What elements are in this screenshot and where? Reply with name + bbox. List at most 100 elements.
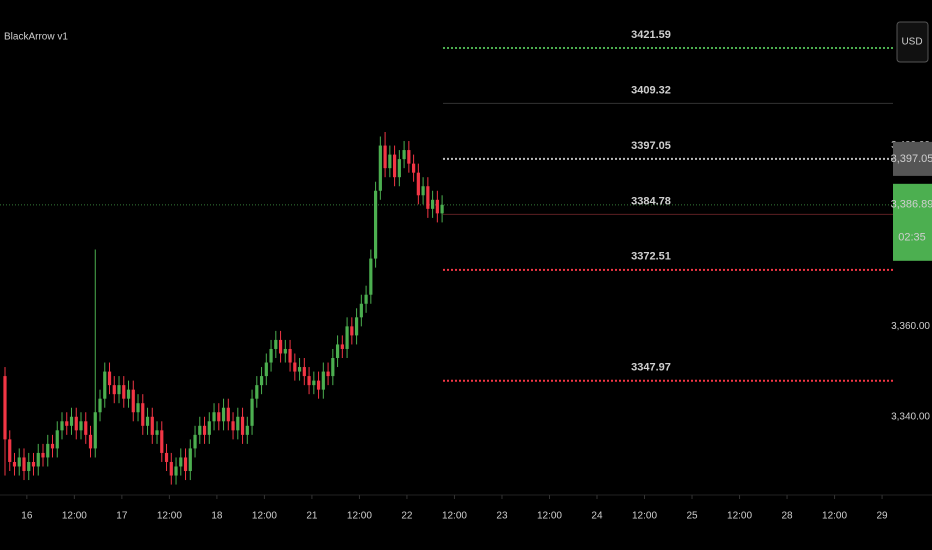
x-tick-label: 22 [401, 511, 413, 522]
candle-body [27, 461, 31, 472]
x-tick-label: 18 [211, 511, 223, 522]
candle-body [440, 204, 444, 214]
candle-body [169, 461, 173, 476]
candle-body [46, 443, 50, 458]
candle-body [259, 376, 264, 386]
candle-body [331, 358, 335, 377]
candle-body [397, 159, 401, 178]
candle-body [312, 380, 316, 386]
x-tick-label: 29 [877, 511, 889, 522]
candle-body [416, 172, 420, 196]
candle-body [202, 425, 207, 435]
level-label: 3409.32 [631, 84, 671, 96]
last-price-tag [893, 183, 932, 261]
x-tick-label: 16 [21, 511, 33, 522]
candle-body [79, 421, 83, 431]
candle-body [103, 371, 107, 399]
x-tick-label: 12:00 [252, 511, 277, 522]
candle-body [421, 186, 425, 196]
candle-body [302, 367, 306, 377]
candle-body [164, 452, 169, 462]
candle-body [3, 376, 7, 440]
chart-title: BlackArrow v1 [4, 32, 68, 43]
candle-body [198, 425, 202, 435]
candle-body [264, 362, 268, 377]
candle-body [217, 412, 221, 422]
candle-body [98, 398, 102, 413]
candle-body [350, 326, 354, 336]
candle-body [354, 317, 359, 336]
candle-body [141, 403, 145, 426]
candle-body [250, 398, 254, 426]
x-tick-label: 12:00 [347, 511, 372, 522]
candle-body [22, 457, 26, 472]
candle-body [221, 407, 226, 422]
candle-body [274, 339, 278, 349]
candle-body [174, 466, 178, 476]
candle-body [36, 452, 40, 467]
candle-body [283, 348, 287, 354]
x-tick-label: 12:00 [157, 511, 182, 522]
candle-body [307, 376, 311, 386]
candle-body [41, 452, 45, 458]
candle-body [107, 371, 112, 386]
candle-body [245, 425, 249, 435]
y-tick-label: 3,360.00 [891, 321, 930, 332]
candle-body [231, 421, 235, 431]
candle-body [122, 385, 126, 399]
candle-body [236, 416, 240, 431]
candle-body [8, 439, 12, 462]
candle-body [269, 348, 273, 363]
candle-body [383, 145, 387, 169]
candle-body [435, 199, 439, 214]
level-label: 3397.05 [631, 140, 671, 152]
candle-body [60, 421, 64, 431]
candle-body [160, 430, 164, 453]
candle-body [402, 150, 406, 160]
x-tick-label: 24 [591, 511, 603, 522]
price-tag-label: 3,397.05 [891, 153, 932, 165]
candle-body [293, 362, 297, 372]
candle-body [359, 303, 363, 318]
candle-body [335, 344, 340, 359]
candle-body [179, 457, 183, 467]
candle-body [31, 461, 36, 467]
candle-body [150, 416, 154, 435]
last-price-label: 3,386.89 [891, 199, 932, 211]
candle-body [407, 150, 411, 164]
x-tick-label: 12:00 [62, 511, 87, 522]
candle-body [431, 199, 435, 209]
candle-body [226, 407, 230, 422]
candle-body [112, 385, 116, 395]
candle-body [207, 421, 211, 435]
candle-body [426, 186, 430, 209]
price-tag [893, 141, 932, 176]
candle-body [69, 416, 74, 426]
candle-body [240, 416, 245, 435]
candle-body [316, 380, 321, 390]
x-tick-label: 21 [306, 511, 318, 522]
candle-body [126, 389, 131, 399]
level-label: 3372.51 [631, 251, 671, 263]
level-label: 3347.97 [631, 362, 671, 374]
currency-box[interactable] [896, 21, 929, 63]
candle-body [373, 190, 378, 259]
x-tick-label: 12:00 [822, 511, 847, 522]
y-tick-label: 3,340.00 [891, 411, 930, 422]
candle-body [411, 163, 416, 173]
candle-body [84, 421, 88, 435]
candle-body [136, 403, 140, 413]
candle-body [74, 416, 78, 431]
candle-body [345, 326, 349, 349]
candle-body [88, 434, 93, 449]
candle-body [93, 412, 97, 449]
level-label: 3421.59 [631, 29, 671, 41]
currency[interactable]: USD [901, 37, 922, 48]
candle-body [155, 430, 159, 435]
candle-body [378, 145, 382, 191]
level-label: 3384.78 [631, 195, 671, 207]
candle-body [145, 416, 150, 426]
